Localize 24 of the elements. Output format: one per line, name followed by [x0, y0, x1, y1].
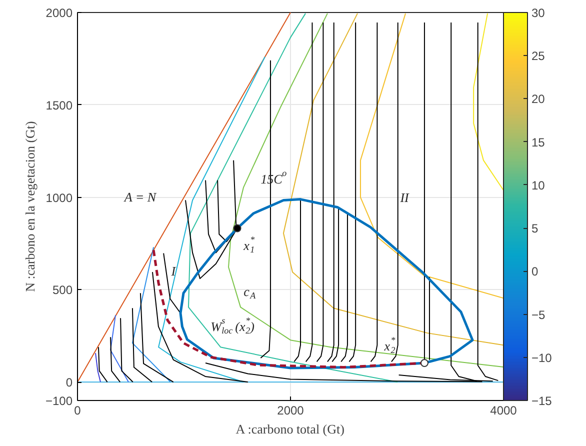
- x-tick-label: 4000: [490, 404, 518, 418]
- color-bar-label: 5: [532, 222, 538, 236]
- color-bar-label: 15: [532, 135, 546, 150]
- x-tick-label: 0: [74, 404, 82, 418]
- annotation: II: [399, 190, 410, 205]
- x-tick-label: 2000: [277, 404, 304, 418]
- color-bar-label: 20: [532, 92, 546, 106]
- color-bar-label: 0: [532, 264, 538, 279]
- color-bar-label: −5: [532, 308, 546, 322]
- annotation: I: [170, 264, 176, 279]
- color-bar-label: 10: [532, 178, 546, 192]
- y-tick-label: −100: [45, 394, 73, 408]
- y-tick-label: 0: [66, 376, 73, 390]
- color-bar-label: −10: [532, 350, 552, 365]
- color-bar-label: 30: [532, 6, 546, 20]
- color-bar-label: −15: [532, 394, 552, 408]
- color-bar-label: 25: [532, 49, 546, 64]
- y-tick-label: 1000: [46, 190, 73, 205]
- x-axis-title: A :carbono total (Gt): [236, 422, 344, 436]
- y-tick-label: 1500: [46, 98, 73, 112]
- y-tick-label: 500: [52, 283, 73, 298]
- annotation: A = N: [123, 190, 158, 205]
- y-axis-title: N :carbono en la vegetacion (Gt): [22, 121, 38, 292]
- y-tick-label: 2000: [46, 6, 73, 20]
